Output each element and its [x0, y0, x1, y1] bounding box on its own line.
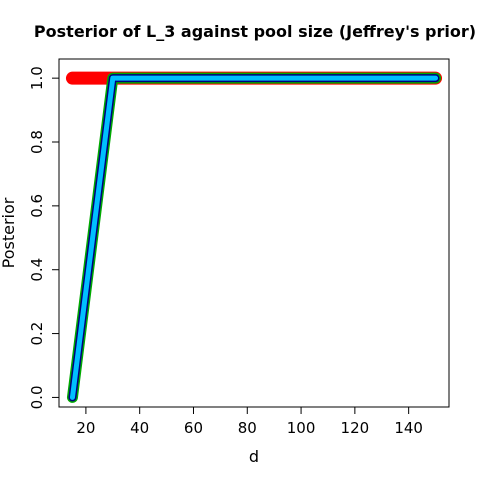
series-layer: [65, 71, 443, 403]
y-axis-label: Posterior: [0, 197, 18, 268]
plot-frame: [58, 58, 450, 408]
series-line-2: [66, 72, 442, 403]
y-tick-label-2: 0.4: [28, 258, 46, 282]
y-tick-label-0: 0.0: [28, 385, 46, 409]
series-line-3: [68, 74, 440, 402]
x-tick-label-80: 80: [238, 419, 257, 437]
x-tick-label-20: 20: [76, 419, 95, 437]
y-tick-label-4: 0.8: [28, 130, 46, 154]
chart-title: Posterior of L_3 against pool size (Jeff…: [34, 22, 476, 41]
y-tick-label-5: 1.0: [28, 66, 46, 90]
y-tick-label-3: 0.6: [28, 194, 46, 218]
x-axis-label: d: [249, 447, 259, 466]
x-tick-label-100: 100: [287, 419, 316, 437]
x-tick-label-60: 60: [184, 419, 203, 437]
x-axis: 20 40 60 80 100 120 140: [76, 407, 423, 437]
y-axis: 0.0 0.2 0.4 0.6 0.8 1.0: [28, 66, 59, 409]
y-tick-label-1: 0.2: [28, 322, 46, 346]
x-tick-label-140: 140: [394, 419, 423, 437]
x-tick-label-120: 120: [341, 419, 370, 437]
series-line-4: [69, 75, 439, 400]
x-tick-label-40: 40: [130, 419, 149, 437]
